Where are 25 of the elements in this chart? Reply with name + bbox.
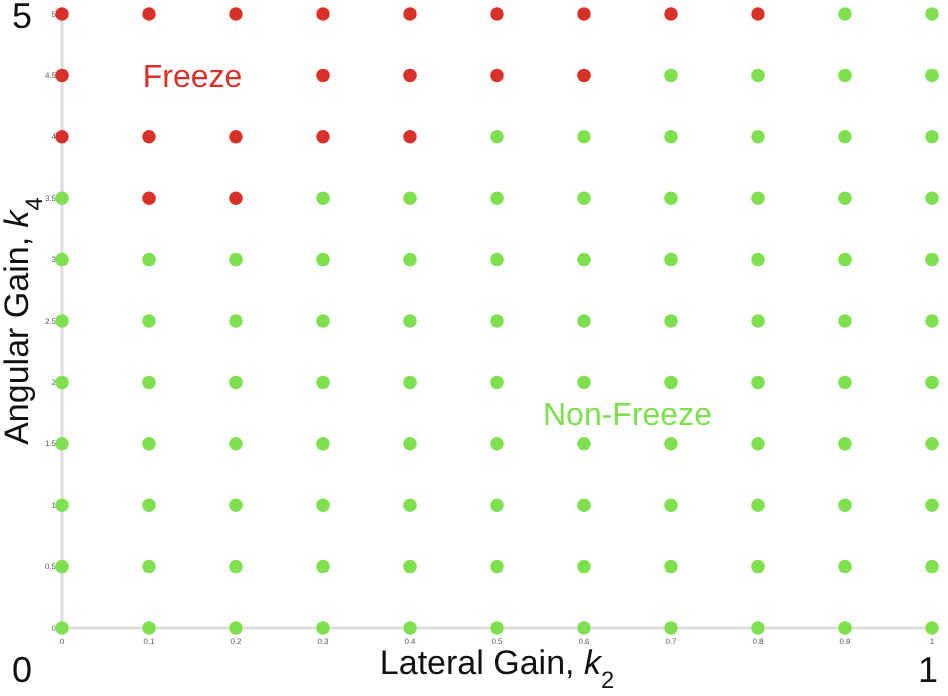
point	[316, 68, 330, 83]
text: 5	[11, 0, 33, 36]
point	[577, 68, 591, 83]
point	[229, 130, 243, 144]
point	[142, 7, 156, 21]
point	[55, 7, 69, 21]
point	[751, 7, 765, 21]
point	[142, 130, 156, 144]
point	[316, 130, 330, 144]
point	[403, 68, 417, 83]
point	[229, 191, 243, 205]
point	[403, 130, 417, 144]
series-label: Non-Freeze	[543, 399, 713, 434]
point	[490, 7, 504, 21]
point	[142, 191, 156, 205]
point	[55, 68, 69, 83]
point	[490, 68, 504, 83]
x-axis-title: Lateral Gain, k$_{2}$	[379, 644, 615, 694]
point	[664, 7, 678, 21]
point	[229, 7, 243, 21]
point	[316, 7, 330, 21]
point	[403, 7, 417, 21]
point	[577, 7, 591, 21]
point	[55, 130, 69, 144]
series-label: Freeze	[142, 61, 243, 96]
